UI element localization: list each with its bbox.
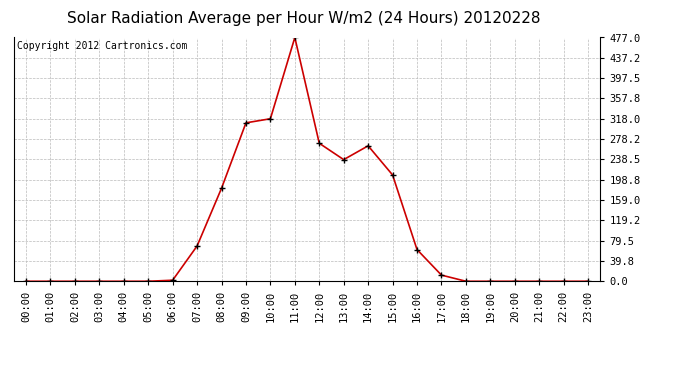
Text: Copyright 2012 Cartronics.com: Copyright 2012 Cartronics.com: [17, 41, 187, 51]
Text: Solar Radiation Average per Hour W/m2 (24 Hours) 20120228: Solar Radiation Average per Hour W/m2 (2…: [67, 11, 540, 26]
